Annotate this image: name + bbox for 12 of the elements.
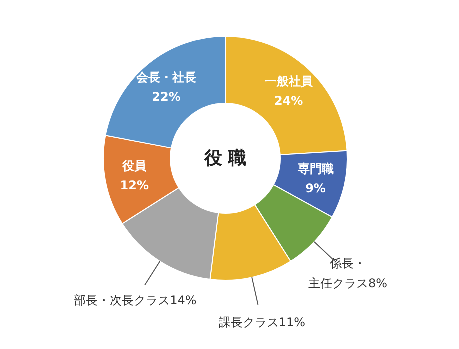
data-label: 22% [152,90,181,104]
slice-label: 一般社員 [264,74,314,88]
slice-label: 部長・次長クラス14% [74,293,197,308]
data-label: 12% [120,178,150,193]
slice-label: 専門職 [296,162,334,176]
data-label: 24% [274,94,304,108]
slice-label: 課長クラス11% [218,315,306,330]
slice-label: 役員 [122,159,148,174]
data-label: 9% [306,181,326,196]
slice-label: 係長・主任クラス8% [308,256,388,290]
text: 役 職 [203,148,247,169]
slice-label: 会長・社長 [136,70,197,84]
